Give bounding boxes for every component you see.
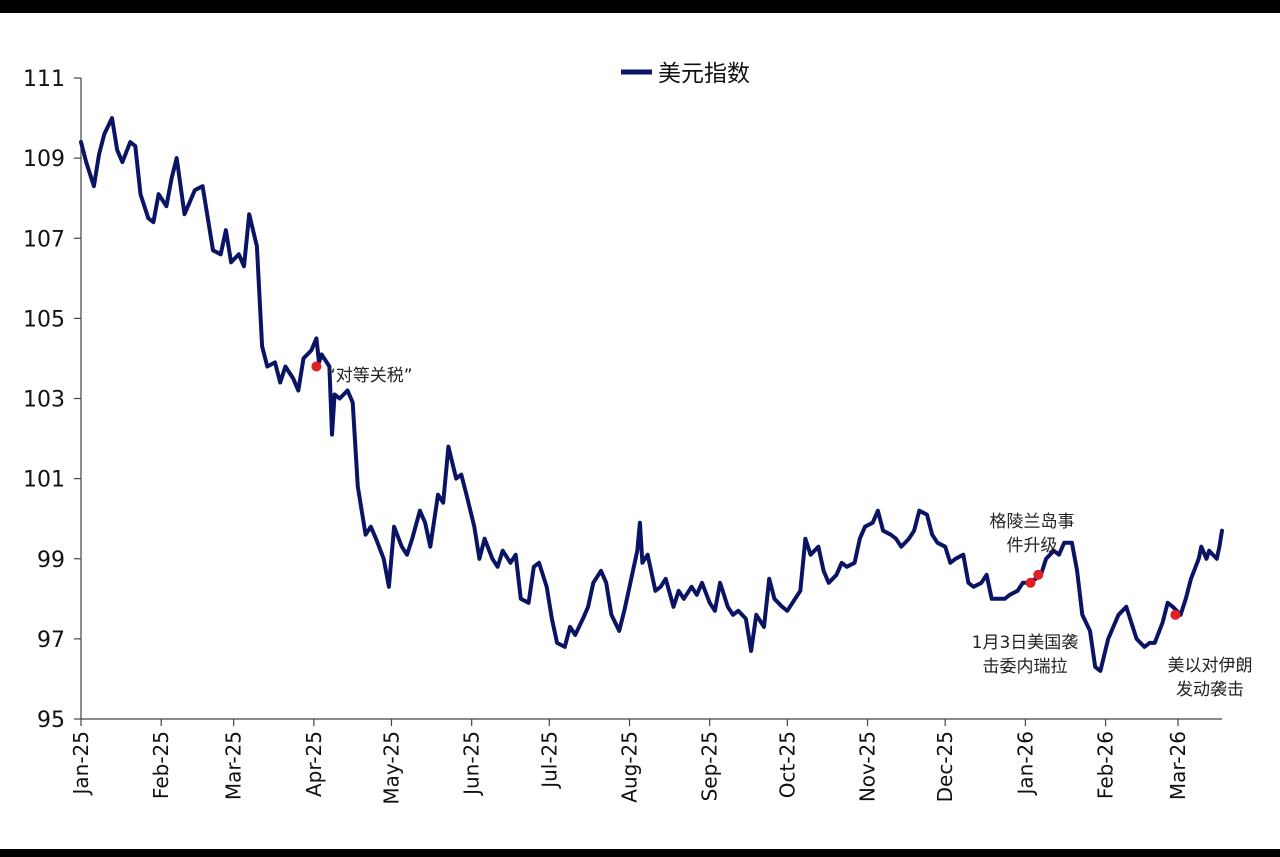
event-annotation: “对等关税” [327,366,413,386]
x-tick-label: Feb-25 [149,731,173,799]
x-tick-label: Mar-26 [1166,731,1190,800]
event-annotation: 格陵兰岛事 [990,512,1075,532]
marker-layer [311,361,1181,620]
y-axis: 95 97 99 101 103 105 107 109 111 [23,67,82,733]
x-tick-label: Oct-25 [775,731,799,798]
y-tick-label: 107 [23,227,65,252]
legend-label: 美元指数 [658,61,750,87]
x-tick-label: Jun-25 [460,731,484,797]
x-tick-label: Feb-26 [1094,731,1118,799]
x-tick-label: Dec-25 [933,731,957,802]
x-tick-label: Aug-25 [618,731,642,803]
y-tick-label: 105 [23,307,65,332]
x-tick-label: Apr-25 [302,731,326,797]
legend: 美元指数 [621,61,750,87]
event-annotation: 击委内瑞拉 [983,657,1068,677]
event-marker [1033,569,1044,580]
event-annotation: 美以对伊朗 [1168,656,1253,676]
y-tick-label: 95 [37,708,65,733]
x-tick-label: Jul-25 [537,731,561,790]
x-tick-label: Jan-25 [69,731,93,797]
event-marker [1025,577,1036,588]
dollar-index-line-chart: 95 97 99 101 103 105 107 109 111 Jan-25 Feb-25 Mar… [23,61,1253,805]
x-tick-label: Nov-25 [856,731,880,802]
y-tick-label: 111 [23,67,65,92]
event-annotation: 1月3日美国袭 [972,633,1079,653]
y-tick-label: 97 [37,628,65,653]
event-marker [311,361,322,372]
x-tick-label: Mar-25 [222,731,246,800]
event-annotation: 发动袭击 [1176,680,1244,700]
y-tick-label: 101 [23,468,65,493]
chart-frame: 95 97 99 101 103 105 107 109 111 Jan-25 Feb-25 Mar… [0,13,1280,849]
series-line [79,116,1224,673]
event-marker [1170,609,1181,620]
x-axis: Jan-25 Feb-25 Mar-25 Apr-25 May-25 Jun-25 Jul-… [69,718,1222,805]
x-tick-label: Jan-26 [1013,731,1037,797]
y-tick-label: 99 [37,548,65,573]
y-tick-label: 109 [23,147,65,172]
x-tick-label: Sep-25 [698,731,722,801]
series-layer [79,116,1224,673]
x-tick-label: May-25 [379,731,403,805]
y-tick-label: 103 [23,388,65,413]
event-annotation: 件升级 [1007,536,1058,556]
